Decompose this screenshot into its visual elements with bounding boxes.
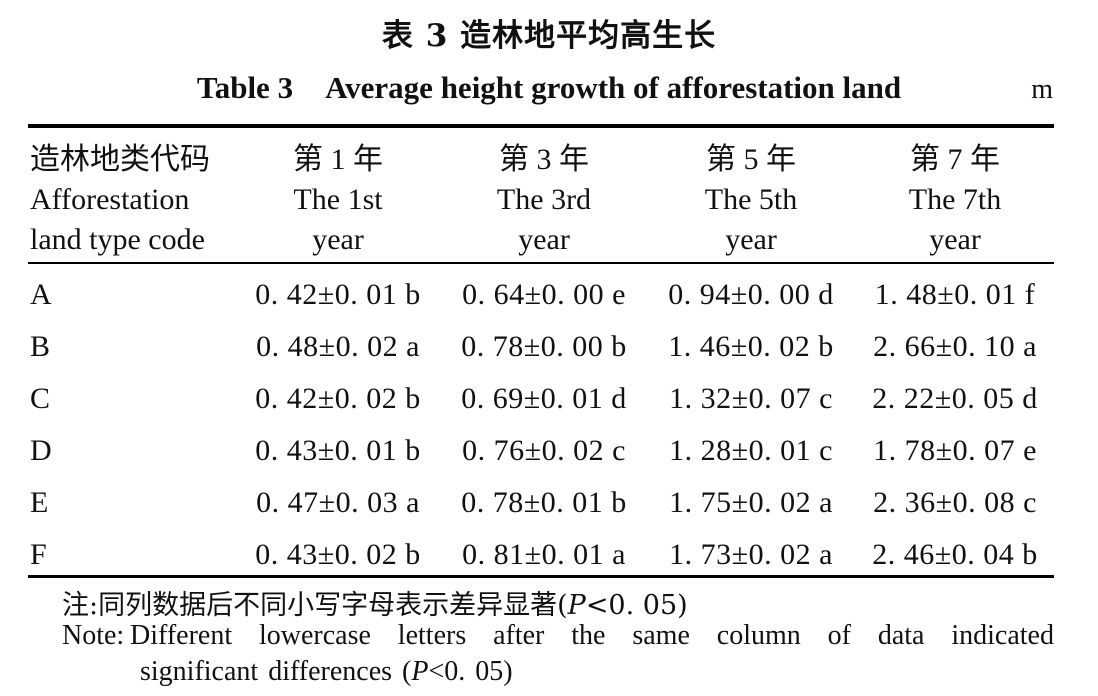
header-zh: 第 3 年 xyxy=(499,143,589,176)
table-row: A 0. 42±0. 01 b 0. 64±0. 00 e 0. 94±0. 0… xyxy=(0,270,1098,322)
table-row: C 0. 42±0. 02 b 0. 69±0. 01 d 1. 32±0. 0… xyxy=(0,374,1098,426)
cell-year-5: 1. 73±0. 02 a xyxy=(669,538,833,571)
cell-year-1: 0. 48±0. 02 a xyxy=(256,330,420,363)
header-zh: 第 5 年 xyxy=(706,143,796,176)
cell-year-7: 1. 48±0. 01 f xyxy=(874,278,1036,311)
row-code: C xyxy=(30,382,51,415)
header-land-type: 造林地类代码 Afforestation land type code xyxy=(30,140,210,260)
cell-year-5: 1. 28±0. 01 c xyxy=(669,434,833,467)
note-p-symbol-en: P xyxy=(411,656,429,687)
header-year-5: 第 5 年 The 5th year xyxy=(651,140,851,260)
note-zh: 注:同列数据后不同小写字母表示差异显著(P<0. 05) xyxy=(62,583,688,622)
header-en1: The 5th xyxy=(704,183,798,216)
note-en2-prefix: significant differences ( xyxy=(140,656,412,687)
cell-year-1: 0. 43±0. 02 b xyxy=(255,538,421,571)
cell-year-7: 2. 36±0. 08 c xyxy=(873,486,1037,519)
header-en2: year xyxy=(929,223,981,256)
header-en1: The 3rd xyxy=(496,183,592,216)
cell-year-5: 1. 32±0. 07 c xyxy=(669,382,833,415)
cell-year-5: 1. 75±0. 02 a xyxy=(669,486,833,519)
table-row: E 0. 47±0. 03 a 0. 78±0. 01 b 1. 75±0. 0… xyxy=(0,478,1098,530)
row-code: F xyxy=(30,538,47,571)
header-zh: 第 7 年 xyxy=(910,143,1000,176)
header-rule xyxy=(28,262,1054,264)
note-zh-prefix: 注:同列数据后不同小写字母表示差异显著( xyxy=(62,590,568,621)
cell-year-1: 0. 43±0. 01 b xyxy=(255,434,421,467)
cell-year-1: 0. 42±0. 01 b xyxy=(255,278,421,311)
header-year-3: 第 3 年 The 3rd year xyxy=(444,140,644,260)
header-year-1: 第 1 年 The 1st year xyxy=(238,140,438,260)
row-code: E xyxy=(30,486,49,519)
table-row: F 0. 43±0. 02 b 0. 81±0. 01 a 1. 73±0. 0… xyxy=(0,530,1098,582)
table-title-zh: 表 3 造林地平均高生长 xyxy=(381,18,717,54)
header-land-type-zh: 造林地类代码 xyxy=(30,143,210,176)
table-row: B 0. 48±0. 02 a 0. 78±0. 00 b 1. 46±0. 0… xyxy=(0,322,1098,374)
table-number: Table 3 xyxy=(196,70,294,105)
row-code: B xyxy=(30,330,51,363)
header-en1: The 1st xyxy=(293,183,383,216)
cell-year-7: 2. 46±0. 04 b xyxy=(872,538,1038,571)
header-en2: year xyxy=(312,223,364,256)
note-en-line1: Note: Different lowercase letters after the s… xyxy=(62,620,1054,652)
cell-year-1: 0. 42±0. 02 b xyxy=(255,382,421,415)
cell-year-3: 0. 81±0. 01 a xyxy=(462,538,626,571)
cell-year-7: 1. 78±0. 07 e xyxy=(873,434,1037,467)
cell-year-5: 0. 94±0. 00 d xyxy=(668,278,834,311)
header-zh: 第 1 年 xyxy=(293,143,383,176)
cell-year-5: 1. 46±0. 02 b xyxy=(668,330,834,363)
note-zh-suffix: <0. 05) xyxy=(585,590,688,621)
row-code: A xyxy=(30,278,52,311)
cell-year-3: 0. 64±0. 00 e xyxy=(462,278,626,311)
note-p-symbol: P xyxy=(567,590,586,621)
note-en-text: Different lowercase letters after the same col… xyxy=(130,620,1054,651)
unit-label: m xyxy=(1031,74,1053,105)
table-row: D 0. 43±0. 01 b 0. 76±0. 02 c 1. 28±0. 0… xyxy=(0,426,1098,478)
note-en-label: Note: xyxy=(62,620,125,651)
cell-year-7: 2. 22±0. 05 d xyxy=(872,382,1038,415)
table-title-text: Average height growth of afforestation l… xyxy=(325,70,902,105)
row-code: D xyxy=(30,434,52,467)
note-en-line2: significant differences (P<0. 05) xyxy=(140,656,513,688)
cell-year-3: 0. 78±0. 01 b xyxy=(461,486,627,519)
bottom-rule xyxy=(28,575,1054,578)
header-en2: year xyxy=(518,223,570,256)
note-en2-suffix: <0. 05) xyxy=(428,656,513,687)
header-year-7: 第 7 年 The 7th year xyxy=(855,140,1055,260)
cell-year-1: 0. 47±0. 03 a xyxy=(256,486,420,519)
header-land-type-en2: land type code xyxy=(30,223,205,256)
cell-year-7: 2. 66±0. 10 a xyxy=(873,330,1037,363)
table-title-en: Table 3 Average height growth of afforest… xyxy=(0,70,1098,106)
header-en1: The 7th xyxy=(908,183,1002,216)
top-rule xyxy=(28,124,1054,128)
cell-year-3: 0. 78±0. 00 b xyxy=(461,330,627,363)
cell-year-3: 0. 76±0. 02 c xyxy=(462,434,626,467)
header-land-type-en1: Afforestation xyxy=(30,183,190,216)
header-en2: year xyxy=(725,223,777,256)
cell-year-3: 0. 69±0. 01 d xyxy=(461,382,627,415)
